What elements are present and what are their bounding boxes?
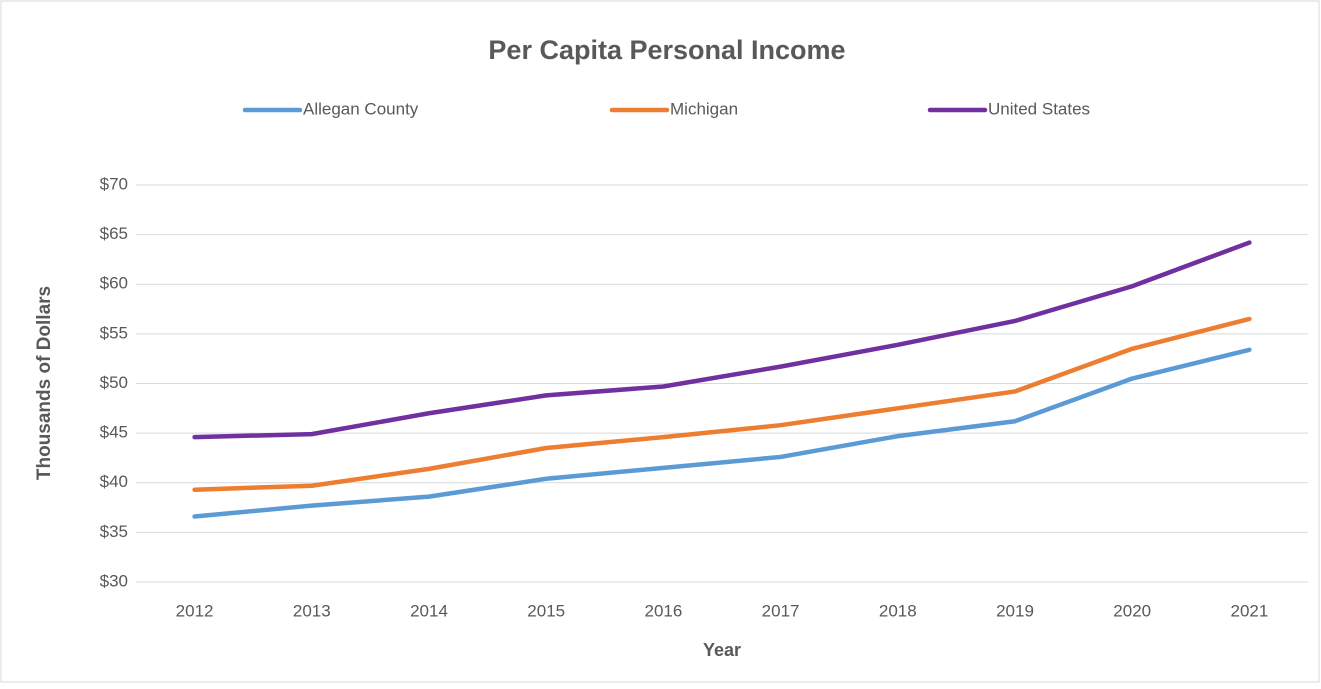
x-tick-label: 2020 — [1113, 601, 1151, 620]
y-tick-label: $40 — [100, 472, 128, 491]
line-series — [192, 316, 1252, 492]
x-tick-label: 2018 — [879, 601, 917, 620]
legend-label: Allegan County — [303, 99, 419, 118]
legend-label: United States — [988, 99, 1090, 118]
y-tick-label: $30 — [100, 571, 128, 590]
y-tick-label: $35 — [100, 522, 128, 541]
y-tick-label: $65 — [100, 224, 128, 243]
x-axis-label: Year — [703, 640, 741, 660]
y-tick-label: $60 — [100, 274, 128, 293]
x-tick-label: 2016 — [644, 601, 682, 620]
y-tick-label: $70 — [100, 174, 128, 193]
chart-title: Per Capita Personal Income — [488, 35, 845, 65]
x-tick-label: 2015 — [527, 601, 565, 620]
x-tick-label: 2021 — [1230, 601, 1268, 620]
x-tick-label: 2014 — [410, 601, 448, 620]
line-series — [192, 240, 1252, 440]
x-tick-label: 2013 — [293, 601, 331, 620]
y-tick-label: $45 — [100, 423, 128, 442]
x-tick-label: 2019 — [996, 601, 1034, 620]
x-tick-label: 2012 — [176, 601, 214, 620]
y-axis-label: Thousands of Dollars — [34, 286, 55, 480]
y-tick-label: $55 — [100, 323, 128, 342]
legend-label: Michigan — [670, 99, 738, 118]
y-tick-label: $50 — [100, 373, 128, 392]
line-series — [192, 347, 1252, 519]
x-tick-label: 2017 — [762, 601, 800, 620]
